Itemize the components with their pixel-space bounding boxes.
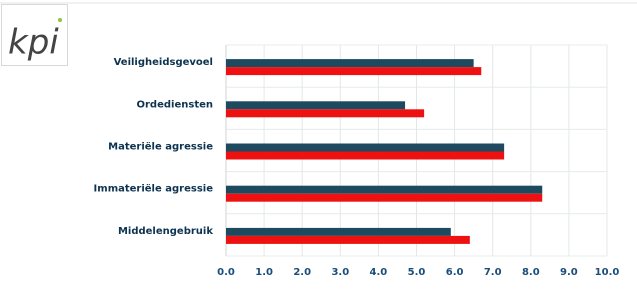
category-label: Ordediensten [137, 99, 214, 110]
x-tick-label: 4.0 [370, 267, 388, 278]
x-tick-label: 10.0 [595, 267, 620, 278]
bar [226, 193, 543, 202]
x-tick-label: 7.0 [484, 267, 502, 278]
category-label: Immateriële agressie [94, 184, 214, 195]
bar [226, 227, 451, 236]
x-tick-label: 5.0 [408, 267, 426, 278]
x-tick-label: 3.0 [331, 267, 349, 278]
x-tick-label: 0.0 [217, 267, 235, 278]
logo: kpi [8, 23, 59, 63]
x-tick-label: 1.0 [255, 267, 273, 278]
bar [226, 109, 425, 118]
bar [226, 101, 406, 110]
x-tick-label: 8.0 [522, 267, 540, 278]
category-label: Materiële agressie [108, 142, 213, 153]
x-tick-label: 9.0 [560, 267, 578, 278]
bar [226, 235, 470, 244]
bar [226, 143, 505, 152]
bar [226, 67, 482, 76]
category-label: Veiligheidsgevoel [114, 57, 213, 68]
bar [226, 185, 543, 194]
category-label: Middelengebruik [118, 226, 213, 237]
x-tick-label: 6.0 [446, 267, 464, 278]
logo-dot [58, 18, 62, 22]
bar [226, 59, 474, 68]
logo-box [1, 4, 68, 66]
bar [226, 151, 505, 160]
x-tick-label: 2.0 [293, 267, 311, 278]
